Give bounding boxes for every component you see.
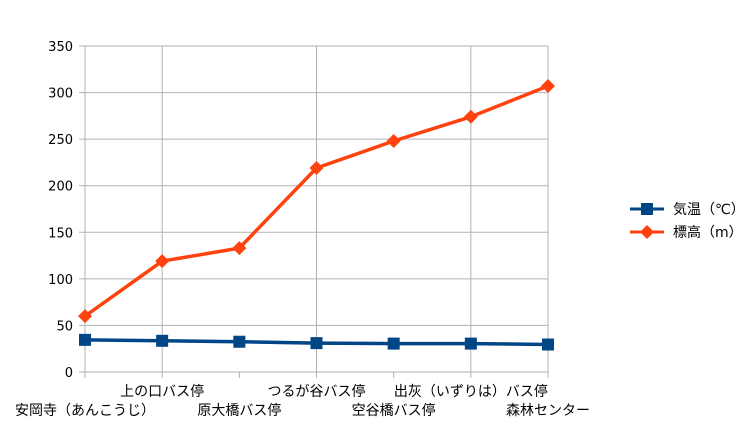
x-tick-label: 森林センター bbox=[506, 403, 590, 419]
series-layer bbox=[78, 79, 555, 351]
x-tick-label: 原大橋バス停 bbox=[197, 402, 281, 419]
data-point-square bbox=[542, 338, 554, 351]
y-tick-label: 300 bbox=[48, 87, 73, 102]
y-tick-label: 0 bbox=[65, 366, 73, 381]
x-tick-label: 安岡寺（あんこうじ） bbox=[15, 403, 155, 419]
data-point-square bbox=[310, 337, 323, 350]
data-point-square bbox=[387, 337, 400, 350]
y-tick-label: 250 bbox=[48, 133, 73, 148]
legend-label: 標高（m） bbox=[673, 224, 743, 241]
y-tick-label: 100 bbox=[48, 273, 73, 288]
x-tick-label: つるが谷バス停 bbox=[268, 383, 366, 400]
x-tick-label: 上の口バス停 bbox=[120, 383, 204, 400]
y-axis-ticks: 0 50 100 150 200 250 300 350 bbox=[48, 40, 73, 381]
y-tick-label: 200 bbox=[48, 180, 73, 195]
legend-label: 気温（℃） bbox=[673, 202, 745, 218]
data-point-diamond bbox=[232, 241, 247, 256]
y-tick-label: 350 bbox=[48, 40, 73, 55]
data-point-square bbox=[79, 333, 91, 346]
data-point-diamond bbox=[386, 134, 401, 149]
data-point-square bbox=[464, 337, 477, 350]
data-point-diamond bbox=[309, 161, 324, 176]
y-tick-label: 50 bbox=[56, 319, 73, 334]
axes bbox=[79, 45, 549, 378]
data-point-square bbox=[233, 335, 246, 348]
data-point-square bbox=[156, 334, 169, 347]
data-point-diamond bbox=[541, 79, 555, 94]
x-tick-label: 空谷橋バス停 bbox=[352, 402, 436, 419]
data-point-diamond bbox=[463, 109, 478, 124]
data-point-diamond bbox=[155, 254, 170, 269]
legend-marker-diamond bbox=[640, 225, 654, 239]
legend-marker-square bbox=[641, 203, 653, 215]
data-point-diamond bbox=[78, 309, 92, 324]
x-tick-label: 出灰（いずりは）バス停 bbox=[394, 383, 548, 400]
legend: 気温（℃） 標高（m） bbox=[630, 202, 745, 241]
y-tick-label: 150 bbox=[48, 226, 73, 241]
gridlines bbox=[85, 45, 548, 372]
